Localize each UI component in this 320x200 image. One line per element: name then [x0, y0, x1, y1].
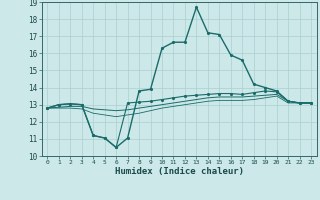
- X-axis label: Humidex (Indice chaleur): Humidex (Indice chaleur): [115, 167, 244, 176]
